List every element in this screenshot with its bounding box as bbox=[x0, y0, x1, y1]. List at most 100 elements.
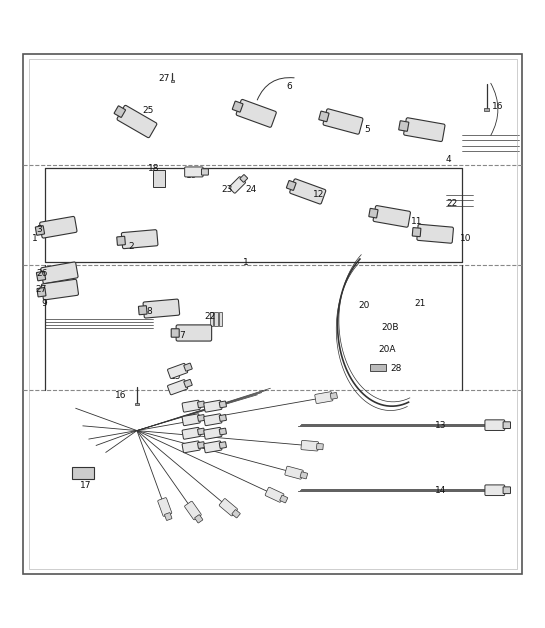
FancyBboxPatch shape bbox=[184, 379, 192, 387]
FancyBboxPatch shape bbox=[219, 499, 238, 516]
FancyBboxPatch shape bbox=[171, 80, 174, 82]
FancyBboxPatch shape bbox=[219, 441, 226, 448]
Text: 12: 12 bbox=[313, 190, 324, 199]
Text: 27: 27 bbox=[159, 73, 170, 83]
FancyBboxPatch shape bbox=[143, 299, 180, 318]
Text: 22: 22 bbox=[205, 312, 216, 321]
FancyBboxPatch shape bbox=[185, 167, 203, 177]
Text: 9: 9 bbox=[41, 299, 47, 308]
FancyBboxPatch shape bbox=[290, 179, 326, 204]
FancyBboxPatch shape bbox=[37, 288, 46, 297]
FancyBboxPatch shape bbox=[182, 428, 200, 439]
FancyBboxPatch shape bbox=[182, 441, 200, 453]
FancyBboxPatch shape bbox=[317, 443, 323, 450]
Text: 20B: 20B bbox=[381, 323, 398, 332]
FancyBboxPatch shape bbox=[485, 420, 505, 430]
Text: 5: 5 bbox=[365, 125, 371, 134]
FancyBboxPatch shape bbox=[204, 441, 222, 453]
FancyBboxPatch shape bbox=[182, 414, 200, 426]
FancyBboxPatch shape bbox=[204, 400, 222, 412]
FancyBboxPatch shape bbox=[229, 176, 245, 193]
FancyBboxPatch shape bbox=[167, 364, 187, 379]
FancyBboxPatch shape bbox=[167, 380, 187, 395]
FancyBboxPatch shape bbox=[300, 472, 307, 479]
FancyBboxPatch shape bbox=[301, 440, 319, 451]
FancyBboxPatch shape bbox=[219, 414, 226, 421]
FancyBboxPatch shape bbox=[72, 467, 94, 479]
Text: 19: 19 bbox=[186, 171, 197, 180]
FancyBboxPatch shape bbox=[197, 414, 205, 421]
FancyBboxPatch shape bbox=[176, 325, 211, 341]
FancyBboxPatch shape bbox=[158, 497, 172, 516]
Text: 26: 26 bbox=[37, 269, 48, 278]
FancyBboxPatch shape bbox=[219, 401, 226, 408]
FancyBboxPatch shape bbox=[210, 312, 214, 326]
FancyBboxPatch shape bbox=[265, 487, 284, 502]
FancyBboxPatch shape bbox=[37, 271, 46, 281]
FancyBboxPatch shape bbox=[412, 227, 421, 237]
Text: 1: 1 bbox=[32, 234, 38, 242]
FancyBboxPatch shape bbox=[41, 279, 78, 300]
FancyBboxPatch shape bbox=[285, 466, 304, 479]
FancyBboxPatch shape bbox=[117, 106, 157, 138]
FancyBboxPatch shape bbox=[330, 392, 337, 399]
Text: 13: 13 bbox=[435, 421, 447, 430]
FancyBboxPatch shape bbox=[236, 99, 276, 127]
Text: 22: 22 bbox=[446, 200, 457, 208]
FancyBboxPatch shape bbox=[182, 400, 200, 412]
FancyBboxPatch shape bbox=[204, 428, 222, 439]
FancyBboxPatch shape bbox=[122, 230, 158, 249]
Text: 23: 23 bbox=[221, 185, 232, 194]
FancyBboxPatch shape bbox=[184, 363, 192, 371]
FancyBboxPatch shape bbox=[484, 108, 489, 111]
Text: 6: 6 bbox=[286, 82, 292, 91]
Text: 10: 10 bbox=[459, 234, 471, 242]
Text: 28: 28 bbox=[391, 364, 402, 373]
FancyBboxPatch shape bbox=[204, 414, 222, 426]
FancyBboxPatch shape bbox=[41, 262, 78, 284]
FancyBboxPatch shape bbox=[319, 111, 329, 122]
FancyBboxPatch shape bbox=[370, 364, 386, 371]
FancyBboxPatch shape bbox=[135, 403, 139, 405]
Text: 24: 24 bbox=[245, 185, 257, 194]
Text: 1: 1 bbox=[243, 258, 249, 267]
FancyBboxPatch shape bbox=[153, 170, 165, 187]
FancyBboxPatch shape bbox=[138, 306, 147, 315]
FancyBboxPatch shape bbox=[399, 121, 409, 131]
FancyBboxPatch shape bbox=[35, 225, 45, 236]
Text: 18: 18 bbox=[148, 164, 159, 173]
FancyBboxPatch shape bbox=[315, 392, 333, 404]
FancyBboxPatch shape bbox=[215, 312, 218, 326]
FancyBboxPatch shape bbox=[219, 428, 226, 435]
FancyBboxPatch shape bbox=[369, 208, 378, 218]
Text: 16: 16 bbox=[492, 102, 504, 111]
Text: 7: 7 bbox=[179, 331, 185, 340]
FancyBboxPatch shape bbox=[117, 236, 125, 246]
FancyBboxPatch shape bbox=[40, 217, 77, 238]
Text: 15: 15 bbox=[169, 372, 181, 381]
Text: 20: 20 bbox=[358, 301, 370, 310]
FancyBboxPatch shape bbox=[287, 180, 296, 190]
FancyBboxPatch shape bbox=[280, 495, 288, 503]
Text: 2: 2 bbox=[129, 242, 135, 251]
FancyBboxPatch shape bbox=[165, 512, 172, 521]
Text: 11: 11 bbox=[411, 217, 422, 226]
FancyBboxPatch shape bbox=[202, 169, 208, 175]
FancyBboxPatch shape bbox=[197, 428, 205, 435]
FancyBboxPatch shape bbox=[417, 224, 453, 243]
Text: 8: 8 bbox=[147, 307, 153, 316]
FancyBboxPatch shape bbox=[373, 205, 410, 227]
FancyBboxPatch shape bbox=[219, 312, 222, 326]
FancyBboxPatch shape bbox=[171, 328, 179, 337]
FancyBboxPatch shape bbox=[114, 106, 125, 117]
FancyBboxPatch shape bbox=[197, 441, 205, 448]
Text: 4: 4 bbox=[446, 155, 452, 164]
FancyBboxPatch shape bbox=[195, 515, 203, 523]
Text: 25: 25 bbox=[142, 106, 154, 115]
FancyBboxPatch shape bbox=[232, 101, 243, 112]
Text: 16: 16 bbox=[115, 391, 127, 400]
FancyBboxPatch shape bbox=[240, 175, 247, 182]
Text: 17: 17 bbox=[80, 482, 92, 490]
Text: 20A: 20A bbox=[378, 345, 396, 354]
Text: 27: 27 bbox=[35, 285, 47, 294]
